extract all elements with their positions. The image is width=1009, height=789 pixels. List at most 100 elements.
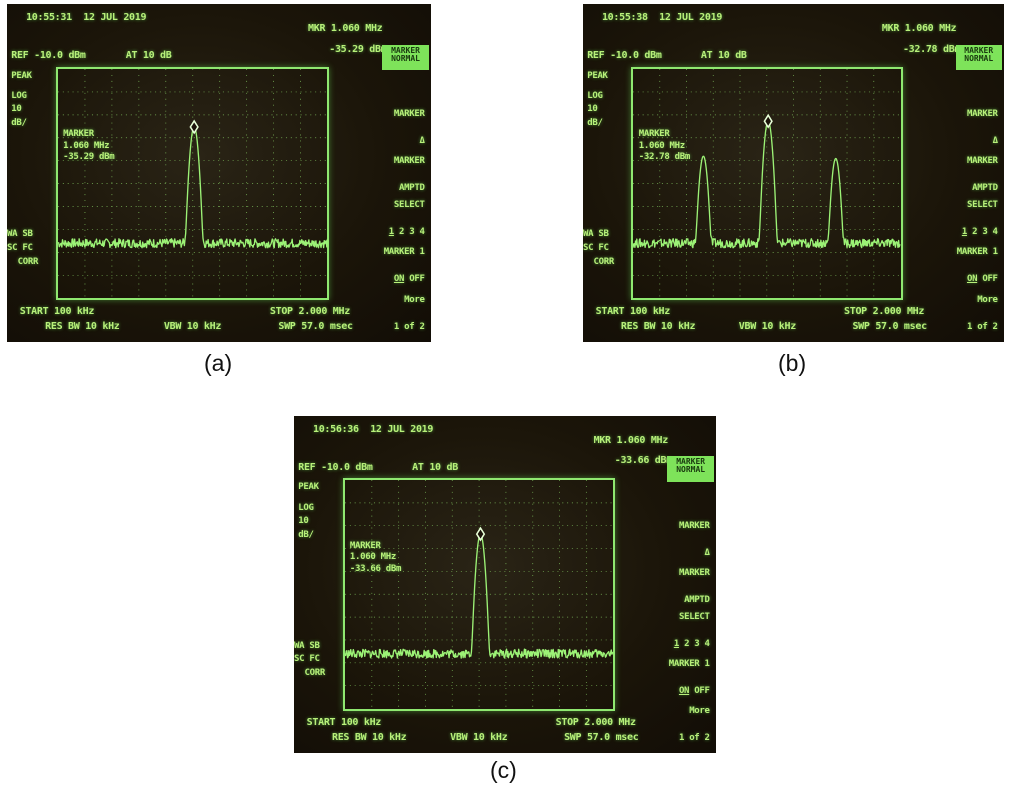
softkey-marker1-line2: ON OFF bbox=[669, 685, 710, 696]
marker-header-freq: MKR 1.060 MHz bbox=[593, 435, 669, 447]
ref-level: REF -10.0 dBm bbox=[298, 462, 373, 474]
marker-header-freq: MKR 1.060 MHz bbox=[308, 23, 383, 35]
softkey-marker-delta-line1: MARKER bbox=[966, 108, 998, 119]
marker-header-level: -32.78 dBm bbox=[902, 43, 961, 55]
sweep-time: SWP 57.0 msec bbox=[278, 320, 353, 332]
softkey-more-line1: More bbox=[689, 705, 710, 716]
softkey-marker-amptd-line1: MARKER bbox=[393, 156, 425, 167]
scale-div: 10 bbox=[587, 104, 598, 115]
video-bandwidth: VBW 10 kHz bbox=[450, 731, 508, 743]
softkey-marker1-line1: MARKER 1 bbox=[956, 247, 998, 258]
softkey-marker1[interactable]: MARKER 1 ON OFF bbox=[384, 230, 425, 302]
softkey-marker-normal-line1: MARKER bbox=[964, 45, 994, 55]
softkey-marker-amptd-line2: AMPTD bbox=[399, 183, 425, 194]
softkey-marker-amptd-line1: MARKER bbox=[678, 567, 710, 578]
marker-readout-level: -33.66 dBm bbox=[349, 563, 402, 574]
marker-header-level: -35.29 dBm bbox=[329, 43, 387, 55]
graticule: MARKER 1.060 MHz -33.66 dBm bbox=[342, 478, 615, 711]
marker1-off: OFF bbox=[404, 274, 425, 285]
start-frequency: START 100 kHz bbox=[306, 716, 382, 728]
softkey-marker-amptd[interactable]: MARKER AMPTD bbox=[679, 551, 710, 623]
softkey-more-line1: More bbox=[977, 294, 998, 305]
screen-photo bbox=[7, 4, 431, 342]
softkey-marker1[interactable]: MARKER 1 ON OFF bbox=[957, 230, 998, 302]
analyzer-screen-b: 10:55:38 12 JUL 2019 REF -10.0 dBm AT 10… bbox=[583, 4, 1004, 342]
marker1-off: OFF bbox=[977, 274, 998, 285]
marker-numbers: 2 3 4 bbox=[393, 227, 425, 238]
screen-photo bbox=[583, 4, 1004, 342]
softkey-marker-normal[interactable]: MARKER NORMAL bbox=[955, 44, 1002, 70]
timestamp: 10:55:38 12 JUL 2019 bbox=[601, 11, 723, 23]
softkey-more[interactable]: More 1 of 2 bbox=[394, 278, 425, 342]
softkey-marker-delta[interactable]: MARKER Δ bbox=[679, 504, 710, 576]
softkey-more[interactable]: More 1 of 2 bbox=[679, 689, 710, 753]
softkey-select-line2: 1 2 3 4 bbox=[389, 228, 425, 237]
status-sc-fc: SC FC bbox=[583, 242, 609, 253]
softkey-marker-delta[interactable]: MARKER Δ bbox=[394, 92, 425, 164]
attenuation: AT 10 dB bbox=[125, 50, 172, 62]
resolution-bandwidth: RES BW 10 kHz bbox=[331, 731, 407, 743]
scale-unit: dB/ bbox=[298, 529, 314, 540]
softkey-marker-normal-line1: MARKER bbox=[391, 45, 420, 55]
softkey-marker-delta-line1: MARKER bbox=[393, 108, 425, 119]
marker-readout-freq: 1.060 MHz bbox=[63, 140, 110, 151]
scale-log: LOG bbox=[587, 90, 603, 101]
ref-level: REF -10.0 dBm bbox=[587, 50, 662, 62]
softkey-more-line2: 1 of 2 bbox=[966, 321, 998, 332]
scale-div: 10 bbox=[11, 104, 22, 115]
softkey-marker1[interactable]: MARKER 1 ON OFF bbox=[669, 642, 710, 714]
stop-frequency: STOP 2.000 MHz bbox=[844, 305, 925, 317]
marker-diamond-icon bbox=[475, 527, 485, 542]
video-bandwidth: VBW 10 kHz bbox=[163, 320, 222, 332]
scale-unit: dB/ bbox=[11, 117, 27, 128]
softkey-marker-normal-line2: NORMAL bbox=[391, 53, 420, 63]
trace-svg bbox=[632, 68, 902, 298]
status-sc-fc: SC FC bbox=[7, 242, 33, 253]
softkey-marker-normal[interactable]: MARKER NORMAL bbox=[667, 456, 714, 482]
marker-readout-label: MARKER bbox=[638, 129, 670, 140]
softkey-select-line1: SELECT bbox=[966, 200, 998, 211]
analyzer-screen-a: 10:55:31 12 JUL 2019 REF -10.0 dBm AT 10… bbox=[7, 4, 431, 342]
softkey-marker-amptd[interactable]: MARKER AMPTD bbox=[394, 139, 425, 211]
softkey-marker1-line2: ON OFF bbox=[384, 275, 425, 284]
marker-header-level: -33.66 dBm bbox=[614, 455, 673, 467]
scale-log: LOG bbox=[11, 90, 27, 101]
caption-c: (c) bbox=[490, 757, 517, 783]
softkey-more[interactable]: More 1 of 2 bbox=[967, 278, 998, 342]
video-bandwidth: VBW 10 kHz bbox=[738, 320, 797, 332]
softkey-select[interactable]: SELECT 1 2 3 4 bbox=[674, 595, 710, 667]
softkey-marker1-line2: ON OFF bbox=[957, 275, 998, 284]
detector-peak: PEAK bbox=[11, 70, 32, 81]
marker1-on: ON bbox=[393, 274, 405, 285]
attenuation: AT 10 dB bbox=[412, 462, 458, 474]
softkey-marker-delta-line1: MARKER bbox=[678, 520, 710, 531]
status-wa-sb: WA SB bbox=[294, 640, 320, 651]
softkey-marker-delta[interactable]: MARKER Δ bbox=[967, 92, 998, 164]
timestamp: 10:55:31 12 JUL 2019 bbox=[26, 11, 147, 23]
status-corr: CORR bbox=[593, 256, 615, 267]
graticule: MARKER 1.060 MHz -32.78 dBm bbox=[631, 66, 903, 300]
softkey-marker1-line1: MARKER 1 bbox=[383, 247, 425, 258]
marker-header-freq: MKR 1.060 MHz bbox=[881, 23, 957, 35]
marker-readout-freq: 1.060 MHz bbox=[349, 552, 396, 563]
marker-readout-label: MARKER bbox=[349, 541, 381, 552]
marker-diamond-icon bbox=[763, 113, 774, 129]
resolution-bandwidth: RES BW 10 kHz bbox=[45, 320, 120, 332]
softkey-marker-delta-line2: Δ bbox=[992, 135, 998, 146]
marker-numbers: 2 3 4 bbox=[678, 638, 710, 649]
softkey-more-line2: 1 of 2 bbox=[678, 732, 710, 743]
timestamp: 10:56:36 12 JUL 2019 bbox=[312, 423, 434, 435]
status-corr: CORR bbox=[304, 667, 326, 678]
marker1-on: ON bbox=[678, 685, 690, 696]
selected-marker-number: 1 bbox=[673, 638, 679, 649]
trace-svg bbox=[343, 480, 614, 709]
softkey-marker1-line1: MARKER 1 bbox=[668, 658, 710, 669]
spectrum-trace bbox=[632, 120, 902, 248]
marker-diamond-icon bbox=[189, 119, 199, 134]
softkey-marker-normal[interactable]: MARKER NORMAL bbox=[382, 44, 429, 70]
softkey-select[interactable]: SELECT 1 2 3 4 bbox=[389, 183, 425, 255]
softkey-marker-amptd-line1: MARKER bbox=[966, 156, 998, 167]
softkey-select[interactable]: SELECT 1 2 3 4 bbox=[962, 183, 998, 255]
status-wa-sb: WA SB bbox=[583, 229, 609, 240]
softkey-marker-amptd[interactable]: MARKER AMPTD bbox=[967, 139, 998, 211]
